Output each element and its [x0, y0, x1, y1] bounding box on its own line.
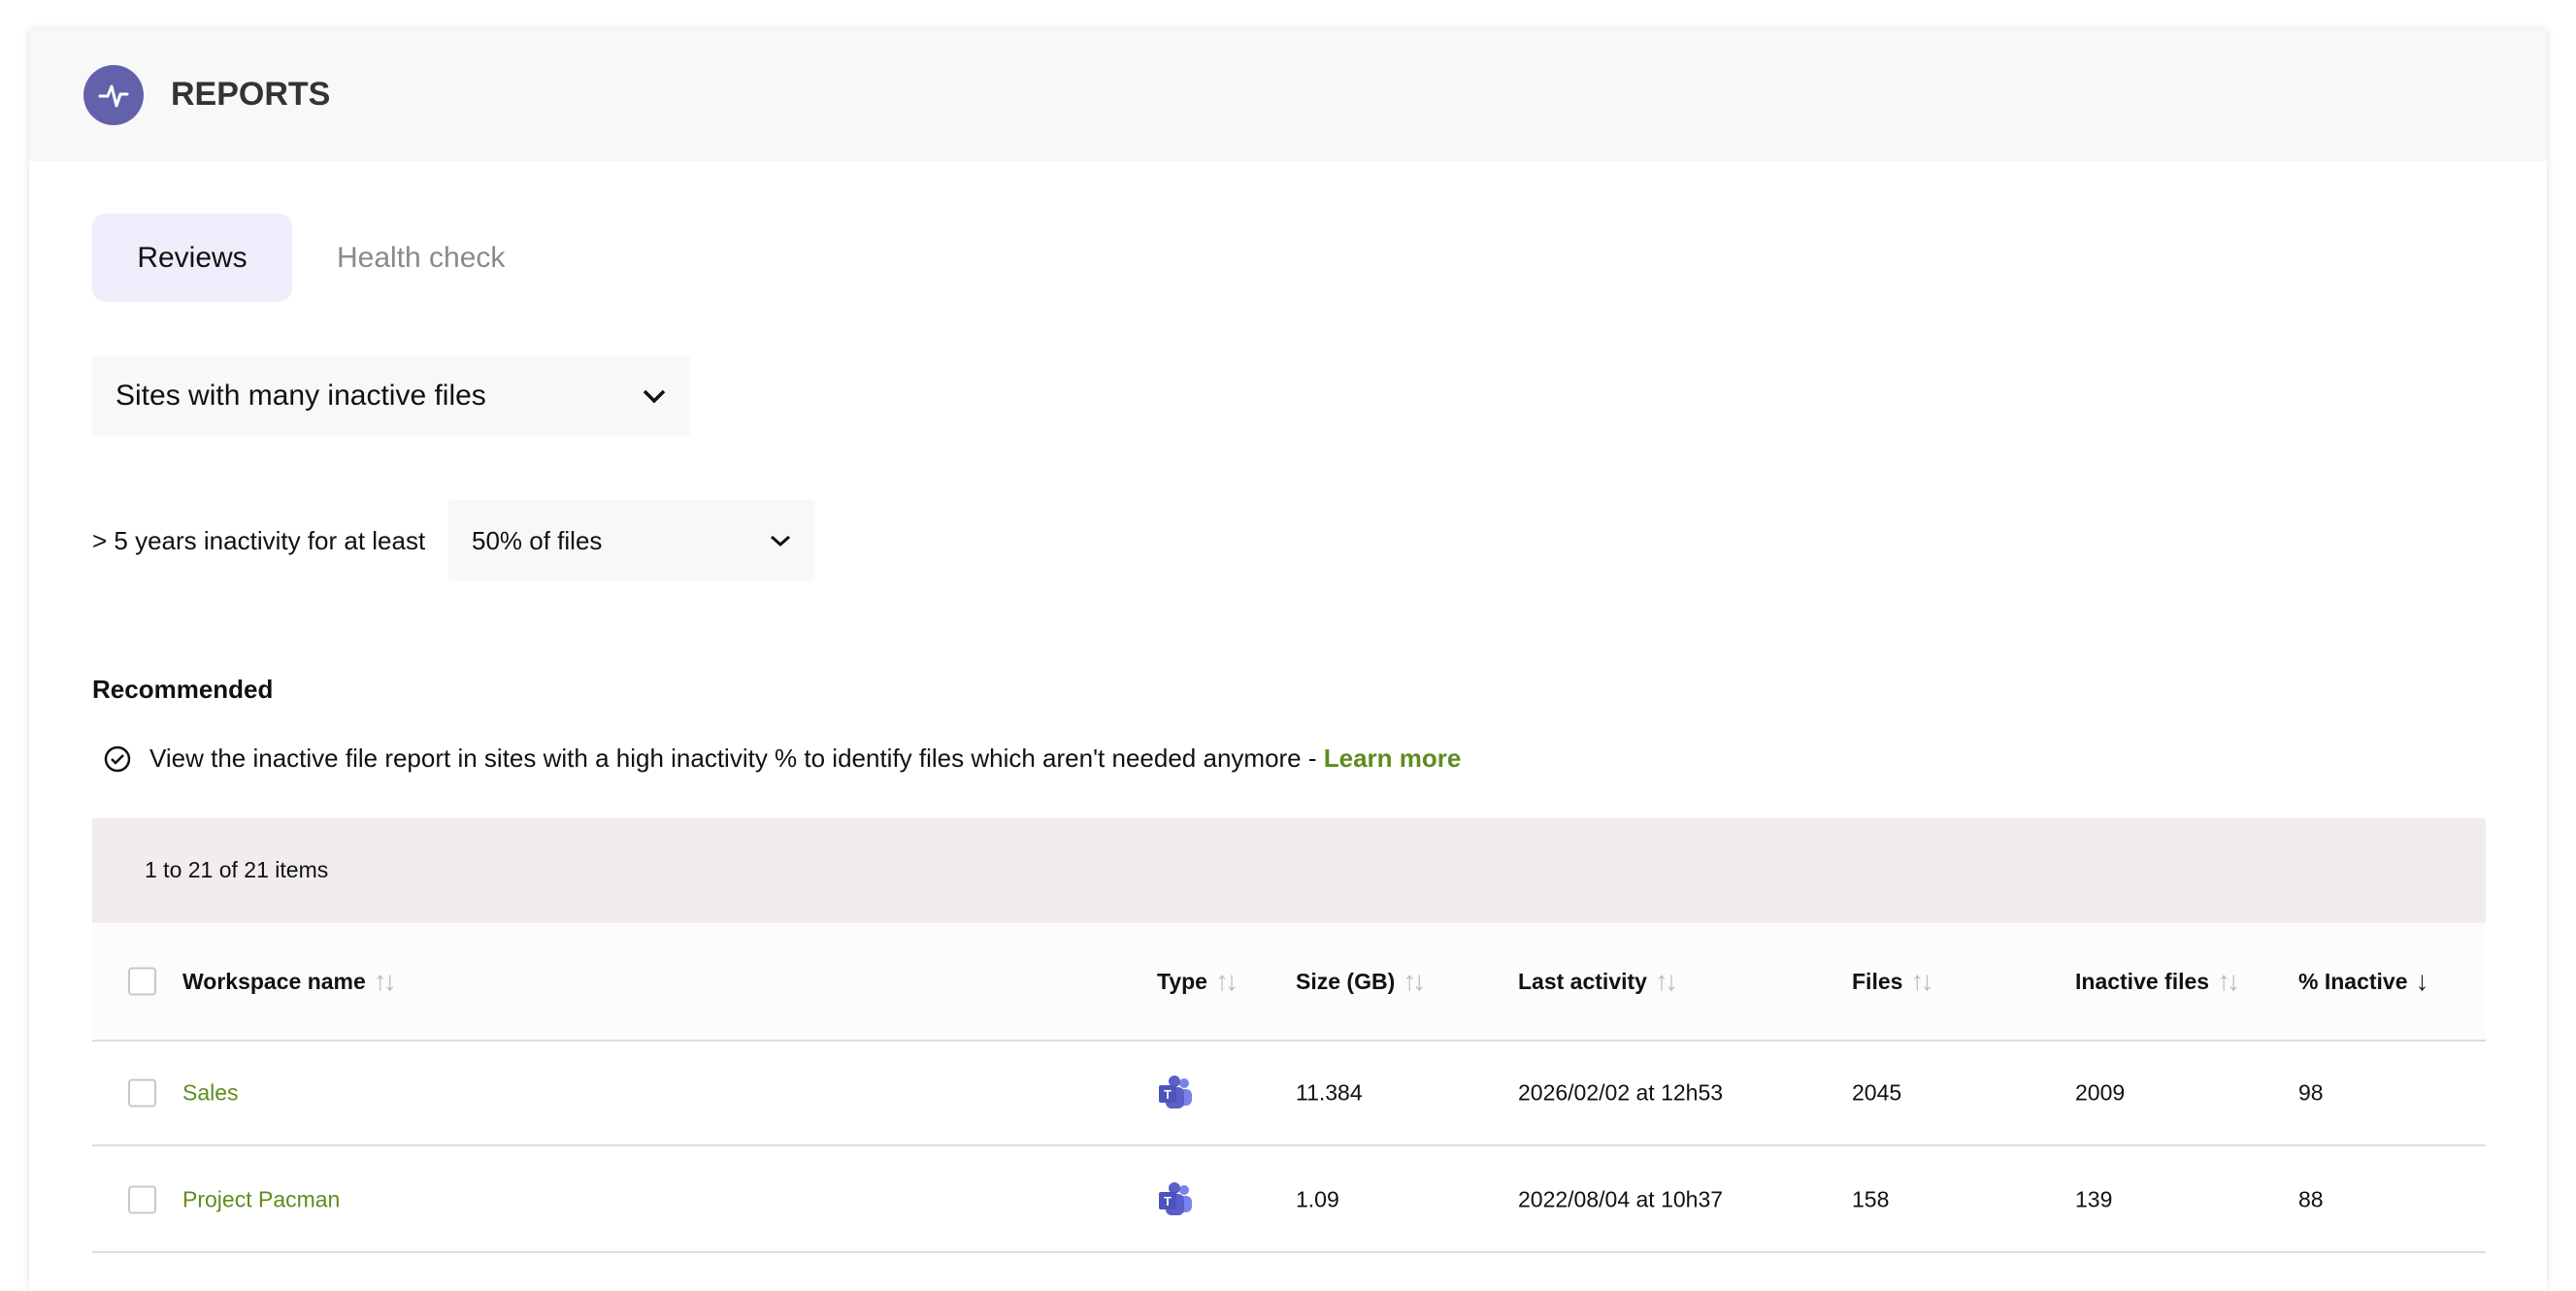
inactivity-threshold-dropdown[interactable]: 50% of files — [448, 500, 815, 581]
sort-icon: ↑↓ — [1214, 966, 1238, 996]
chevron-down-icon — [643, 389, 666, 404]
pct-inactive-cell: 88 — [2298, 1186, 2324, 1212]
select-all-checkbox[interactable] — [128, 967, 156, 996]
row-checkbox[interactable] — [128, 1078, 156, 1108]
table-row: Project Pacman T 1.09 2022/08/04 at 10h3… — [92, 1148, 2486, 1253]
reports-card: REPORTS Reviews Health check Sites with … — [29, 29, 2547, 1291]
tab-reviews[interactable]: Reviews — [92, 214, 292, 302]
activity-pulse-icon — [83, 65, 144, 125]
last-activity-cell: 2026/02/02 at 12h53 — [1518, 1079, 1724, 1106]
table-toolbar: 1 to 21 of 21 items — [92, 818, 2486, 923]
files-cell: 158 — [1852, 1186, 1890, 1212]
teams-icon: T — [1157, 1182, 1194, 1217]
column-size[interactable]: Size (GB) ↑↓ — [1296, 966, 1426, 996]
size-cell: 1.09 — [1296, 1186, 1339, 1212]
item-count: 1 to 21 of 21 items — [145, 857, 329, 882]
size-cell: 11.384 — [1296, 1079, 1363, 1106]
inactivity-threshold-value: 50% of files — [472, 525, 603, 555]
page-title: REPORTS — [171, 76, 331, 113]
teams-icon: T — [1157, 1076, 1194, 1110]
report-type-dropdown[interactable]: Sites with many inactive files — [92, 355, 690, 437]
check-circle-icon — [104, 745, 131, 772]
files-cell: 2045 — [1852, 1079, 1902, 1106]
svg-text:T: T — [1164, 1194, 1172, 1208]
column-pct-inactive[interactable]: % Inactive ↓ — [2298, 966, 2429, 996]
inactivity-filter-label: > 5 years inactivity for at least — [92, 526, 426, 555]
pct-inactive-cell: 98 — [2298, 1079, 2324, 1106]
table-header: Workspace name ↑↓ Type ↑↓ Size (GB) ↑↓ Last… — [92, 923, 2486, 1042]
column-workspace-name[interactable]: Workspace name ↑↓ — [182, 966, 397, 996]
row-checkbox[interactable] — [128, 1185, 156, 1214]
column-type[interactable]: Type ↑↓ — [1157, 966, 1238, 996]
inactive-files-cell: 2009 — [2075, 1079, 2126, 1106]
learn-more-link[interactable]: Learn more — [1323, 744, 1462, 773]
sort-icon: ↑↓ — [1403, 966, 1426, 996]
sort-icon: ↑↓ — [1910, 966, 1933, 996]
recommendation-text: View the inactive file report in sites w… — [149, 744, 1324, 773]
sort-descending-icon: ↓ — [2415, 966, 2429, 996]
last-activity-cell: 2022/08/04 at 10h37 — [1518, 1186, 1724, 1212]
column-files[interactable]: Files ↑↓ — [1852, 966, 1933, 996]
tab-health-check[interactable]: Health check — [337, 241, 506, 274]
page-header: REPORTS — [29, 29, 2547, 161]
workspace-name-link[interactable]: Sales — [182, 1079, 239, 1106]
sort-icon: ↑↓ — [1654, 966, 1678, 996]
chevron-down-icon — [771, 535, 790, 547]
report-type-value: Sites with many inactive files — [116, 380, 486, 412]
sort-icon: ↑↓ — [2217, 966, 2240, 996]
table-row: Sales T 11.384 2026/02/02 at 12h53 2045 … — [92, 1042, 2486, 1146]
recommended-heading: Recommended — [92, 675, 274, 704]
sort-icon: ↑↓ — [373, 966, 397, 996]
recommendation-item: View the inactive file report in sites w… — [103, 744, 1461, 774]
column-last-activity[interactable]: Last activity ↑↓ — [1518, 966, 1678, 996]
column-inactive-files[interactable]: Inactive files ↑↓ — [2075, 966, 2240, 996]
svg-text:T: T — [1164, 1087, 1172, 1102]
inactive-files-cell: 139 — [2075, 1186, 2113, 1212]
workspace-name-link[interactable]: Project Pacman — [182, 1186, 341, 1212]
